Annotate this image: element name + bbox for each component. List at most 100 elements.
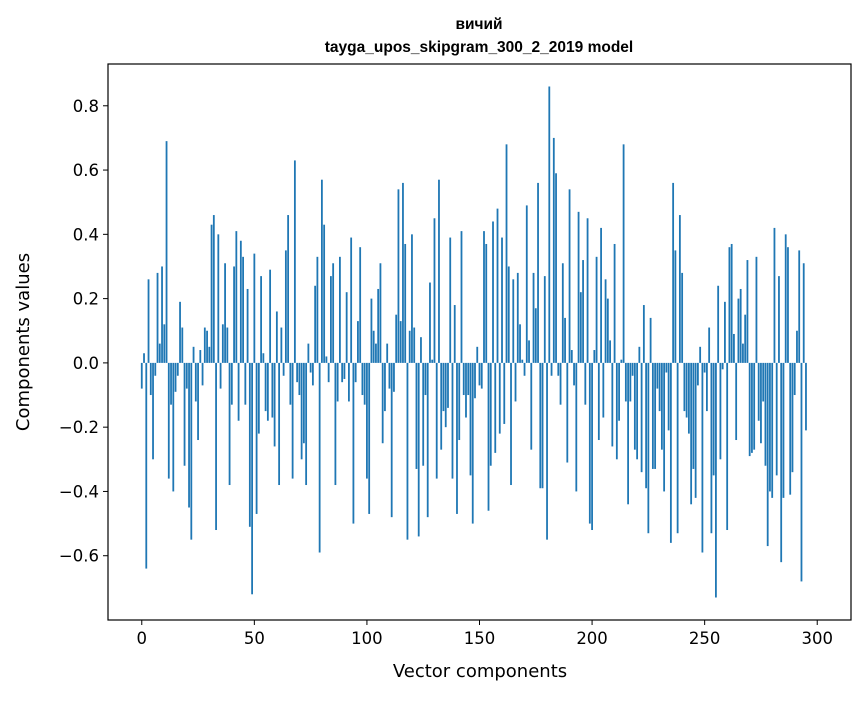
bar [744, 314, 747, 363]
bar [597, 362, 600, 441]
bar [706, 362, 708, 412]
bar [235, 231, 238, 363]
bar [379, 263, 382, 363]
bar [800, 362, 803, 582]
bar [325, 356, 328, 363]
bar [692, 362, 695, 469]
bar [525, 205, 528, 363]
x-tick-label: 300 [801, 629, 833, 648]
bar [530, 362, 533, 450]
bar [746, 260, 749, 363]
bar [210, 224, 213, 363]
bar [645, 362, 648, 489]
bar [289, 362, 292, 405]
bar [519, 324, 521, 363]
bar [748, 362, 751, 457]
bar [316, 256, 319, 363]
bar [442, 362, 445, 412]
bar [469, 362, 472, 476]
bar [676, 362, 679, 534]
bar [674, 250, 677, 363]
bar [757, 362, 760, 421]
bar [631, 362, 634, 376]
bar [782, 362, 785, 498]
bar [521, 359, 524, 363]
bar [501, 237, 503, 363]
bar [323, 224, 326, 363]
bar [280, 327, 283, 363]
bar [451, 362, 454, 479]
bar [667, 362, 670, 431]
bar [397, 189, 400, 363]
bar [343, 362, 346, 379]
bar [458, 362, 461, 441]
bar [242, 256, 244, 363]
bar [219, 362, 222, 389]
bar [503, 362, 506, 424]
bars-group [140, 86, 807, 598]
bar [224, 263, 226, 363]
bar [176, 362, 179, 376]
bar [350, 237, 353, 363]
bar [363, 362, 366, 405]
bar [546, 362, 548, 540]
bar [188, 362, 190, 508]
bar [431, 359, 434, 363]
bar [762, 362, 765, 402]
bar [658, 362, 661, 412]
bar [539, 362, 542, 489]
bar [271, 362, 274, 418]
bar [357, 321, 359, 363]
bar [314, 285, 317, 363]
bar [552, 137, 555, 363]
bar [577, 211, 580, 363]
bar [161, 266, 163, 363]
bar [555, 173, 557, 363]
bar [483, 231, 485, 363]
bar [476, 346, 479, 363]
bar [424, 362, 427, 396]
bar [548, 86, 551, 363]
bar [147, 279, 150, 363]
bar [377, 288, 380, 363]
bar [523, 362, 526, 376]
bar [478, 362, 481, 386]
bar [629, 362, 632, 402]
bar [226, 327, 229, 363]
bar [230, 362, 233, 405]
bar [341, 362, 344, 383]
bar [717, 285, 720, 363]
bar [575, 362, 578, 492]
bar [751, 362, 753, 453]
bar [228, 362, 231, 486]
bar [255, 362, 258, 514]
bar [496, 208, 499, 363]
bar [183, 362, 186, 466]
bar [613, 243, 616, 363]
bar [737, 298, 740, 363]
bar [438, 179, 440, 363]
bar [269, 269, 272, 363]
bar [345, 292, 348, 363]
bar [627, 362, 629, 505]
bar [724, 301, 726, 363]
bar [460, 231, 463, 363]
bar [465, 362, 467, 418]
bar [246, 288, 249, 363]
bar [699, 346, 702, 363]
bar [719, 362, 722, 460]
bar [390, 362, 393, 518]
x-axis-label: Vector components [393, 661, 567, 682]
y-tick-label: 0.6 [73, 161, 99, 180]
bar [669, 362, 672, 543]
bar [771, 362, 774, 498]
bar [298, 362, 301, 396]
bar [143, 353, 145, 363]
bar [381, 362, 384, 444]
bar [557, 362, 560, 376]
bar [672, 182, 675, 363]
bar [760, 362, 762, 444]
bar [570, 350, 573, 363]
